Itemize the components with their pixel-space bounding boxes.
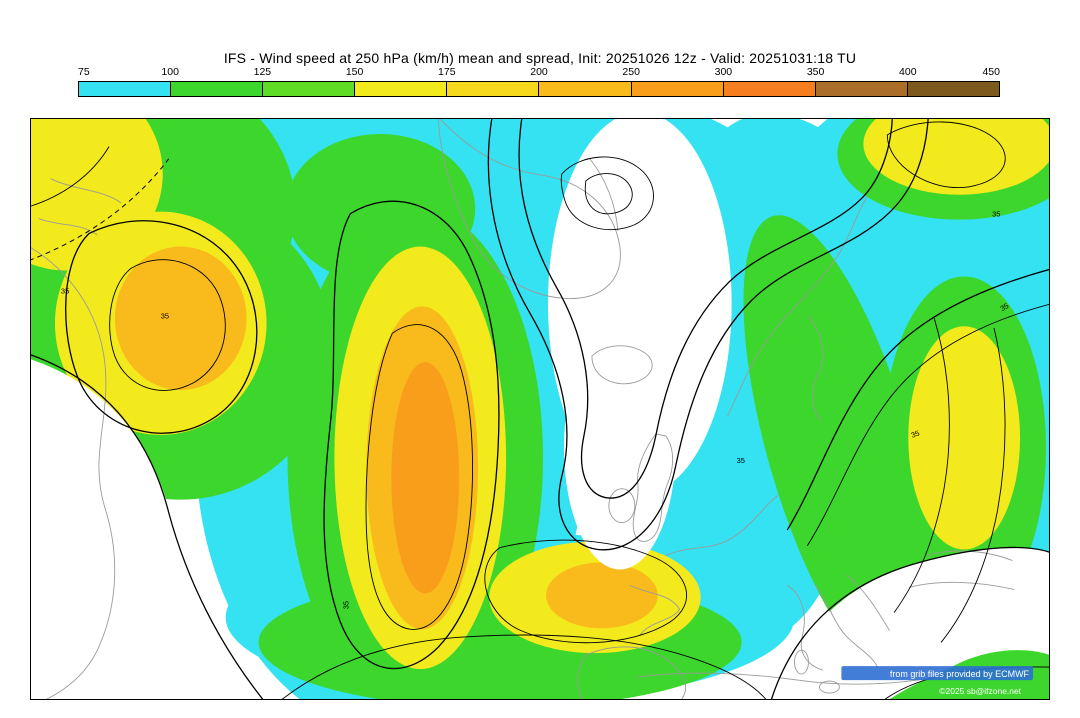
colorbar-scale	[78, 81, 1000, 97]
colorbar-segment	[631, 82, 724, 96]
colorbar-tick-label: 350	[806, 66, 825, 78]
credit-band	[841, 666, 1034, 681]
colorbar-segment	[355, 82, 448, 96]
colorbar-tick-label: 400	[899, 66, 917, 78]
colorbar-tick-label: 100	[161, 66, 179, 78]
colorbar-segment	[907, 82, 999, 96]
colorbar-tick-label: 300	[714, 66, 733, 78]
credit-line2: ©2025 sb@ifzone.net	[939, 686, 1021, 696]
map-title: IFS - Wind speed at 250 hPa (km/h) mean …	[223, 50, 857, 66]
colorbar-tick-label: 125	[253, 66, 272, 78]
map-frame: 35 35 35 35 35 35 35 from grib files pro…	[30, 118, 1050, 700]
colorbar-segment	[263, 82, 356, 96]
contour-label: 35	[992, 210, 1000, 219]
colorbar-tick-label: 75	[78, 66, 90, 78]
colorbar-tick-label: 200	[530, 66, 548, 78]
contour-label: 35	[999, 301, 1011, 313]
credit-line1: from grib files provided by ECMWF	[890, 669, 1030, 679]
colorbar-tick-label: 250	[622, 66, 640, 78]
colorbar-segment	[539, 82, 632, 96]
colorbar-segment	[171, 82, 264, 96]
contour-label: 35	[910, 428, 921, 439]
credits: from grib files provided by ECMWF ©2025 …	[841, 666, 1034, 696]
contour-label: 35	[737, 456, 745, 465]
colorbar-segment	[815, 82, 908, 96]
colorbar-segment	[79, 82, 172, 96]
wind-map: 35 35 35 35 35 35 35 from grib files pro…	[31, 119, 1049, 699]
isotach-contours-layer	[31, 119, 1049, 699]
coastlines-layer	[31, 119, 1015, 699]
colorbar-ticks: 75 100 125 150 175 200 250 300 350 400 450	[78, 66, 1000, 81]
contour-label: 35	[161, 311, 169, 320]
colorbar: 75 100 125 150 175 200 250 300 350 400 450	[78, 66, 1000, 97]
contour-labels-layer: 35 35 35 35 35 35 35	[61, 210, 1010, 610]
colorbar-tick-label: 150	[345, 66, 364, 78]
contour-label: 35	[341, 601, 350, 609]
colorbar-segment	[723, 82, 816, 96]
colorbar-segment	[447, 82, 540, 96]
contour-label: 35	[61, 286, 69, 295]
colorbar-tick-label: 450	[982, 66, 1000, 78]
colorbar-tick-label: 175	[438, 66, 456, 78]
